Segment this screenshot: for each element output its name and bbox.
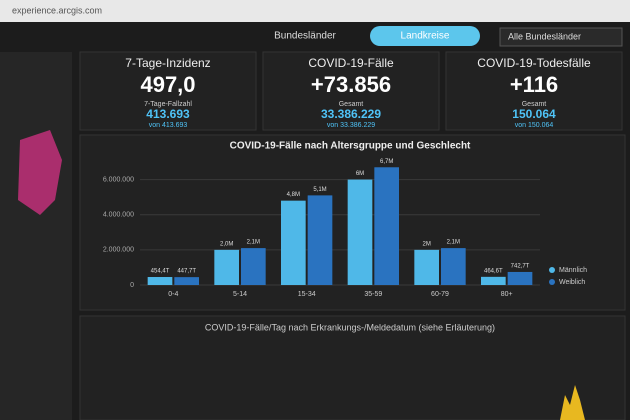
bar xyxy=(147,277,173,285)
bar xyxy=(414,249,439,285)
bar xyxy=(441,248,466,285)
value-label: 6M xyxy=(356,171,364,177)
x-tick-label: 5-14 xyxy=(233,291,247,298)
x-tick-label: 80+ xyxy=(501,291,513,298)
bar xyxy=(307,195,333,285)
kpi-sublabel: Gesamt xyxy=(522,101,547,108)
bar xyxy=(481,276,506,285)
kpi-note: von 413.693 xyxy=(149,122,188,129)
value-label: 2,0M xyxy=(220,241,233,247)
bar xyxy=(281,200,306,285)
x-tick-label: 0-4 xyxy=(168,291,178,298)
kpi-title: 7-Tage-Inzidenz xyxy=(125,56,210,70)
legend-label: Männlich xyxy=(559,267,587,274)
kpi-value: +116 xyxy=(510,72,558,97)
tab-label[interactable]: Landkreise xyxy=(401,31,450,42)
value-label: 447,7T xyxy=(177,269,196,275)
kpi-sublabel: Gesamt xyxy=(339,101,364,108)
kpi-sublabel: 7-Tage-Fallzahl xyxy=(144,101,192,108)
kpi-note: von 150.064 xyxy=(515,122,554,129)
dropdown-label[interactable]: Alle Bundesländer xyxy=(508,31,581,41)
tab-active[interactable] xyxy=(370,26,480,46)
y-tick-label: 2.000.000 xyxy=(103,247,134,254)
kpi-panel xyxy=(445,51,623,131)
kpi-title: COVID-19-Fälle xyxy=(308,56,394,70)
chart-title: COVID-19-Fälle nach Altersgruppe und Ges… xyxy=(230,141,471,152)
kpi-panel xyxy=(79,51,257,131)
bar xyxy=(174,277,199,285)
bar xyxy=(347,179,373,285)
kpi-note: von 33.386.229 xyxy=(327,122,375,129)
tab-label[interactable]: Bundesländer xyxy=(274,31,336,42)
bar xyxy=(241,248,266,285)
bar xyxy=(507,271,533,285)
kpi-value: +73.856 xyxy=(311,72,391,97)
value-label: 2,1M xyxy=(447,240,460,246)
x-tick-label: 15-34 xyxy=(298,291,316,298)
x-tick-label: 60-79 xyxy=(431,291,449,298)
value-label: 742,7T xyxy=(511,264,530,270)
legend-marker xyxy=(549,267,555,273)
kpi-value: 497,0 xyxy=(140,72,195,97)
kpi-subvalue: 413.693 xyxy=(146,107,190,121)
y-tick-label: 6.000.000 xyxy=(103,176,134,183)
dropdown[interactable] xyxy=(499,27,623,47)
legend-label: Weiblich xyxy=(559,279,585,286)
value-label: 464,6T xyxy=(484,268,503,274)
legend-marker xyxy=(549,279,555,285)
y-tick-label: 4.000.000 xyxy=(103,212,134,219)
second-chart-panel xyxy=(79,315,626,420)
map-shape xyxy=(18,130,62,215)
y-tick-label: 0 xyxy=(130,282,134,289)
second-chart-preview xyxy=(560,385,585,420)
bar xyxy=(214,249,239,285)
kpi-panel xyxy=(262,51,440,131)
value-label: 454,4T xyxy=(151,269,170,275)
kpi-subvalue: 150.064 xyxy=(512,107,556,121)
x-tick-label: 35-59 xyxy=(364,291,382,298)
value-label: 6,7M xyxy=(380,159,393,165)
kpi-title: COVID-19-Todesfälle xyxy=(477,56,591,70)
bar xyxy=(374,167,399,285)
kpi-subvalue: 33.386.229 xyxy=(321,107,381,121)
address-bar xyxy=(0,0,630,22)
second-chart-title: COVID-19-Fälle/Tag nach Erkrankungs-/Mel… xyxy=(205,322,495,332)
map-panel xyxy=(0,52,72,420)
value-label: 2M xyxy=(422,241,430,247)
url[interactable]: experience.arcgis.com xyxy=(12,5,102,15)
value-label: 5,1M xyxy=(313,187,326,193)
value-label: 2,1M xyxy=(247,240,260,246)
value-label: 4,8M xyxy=(287,192,300,198)
